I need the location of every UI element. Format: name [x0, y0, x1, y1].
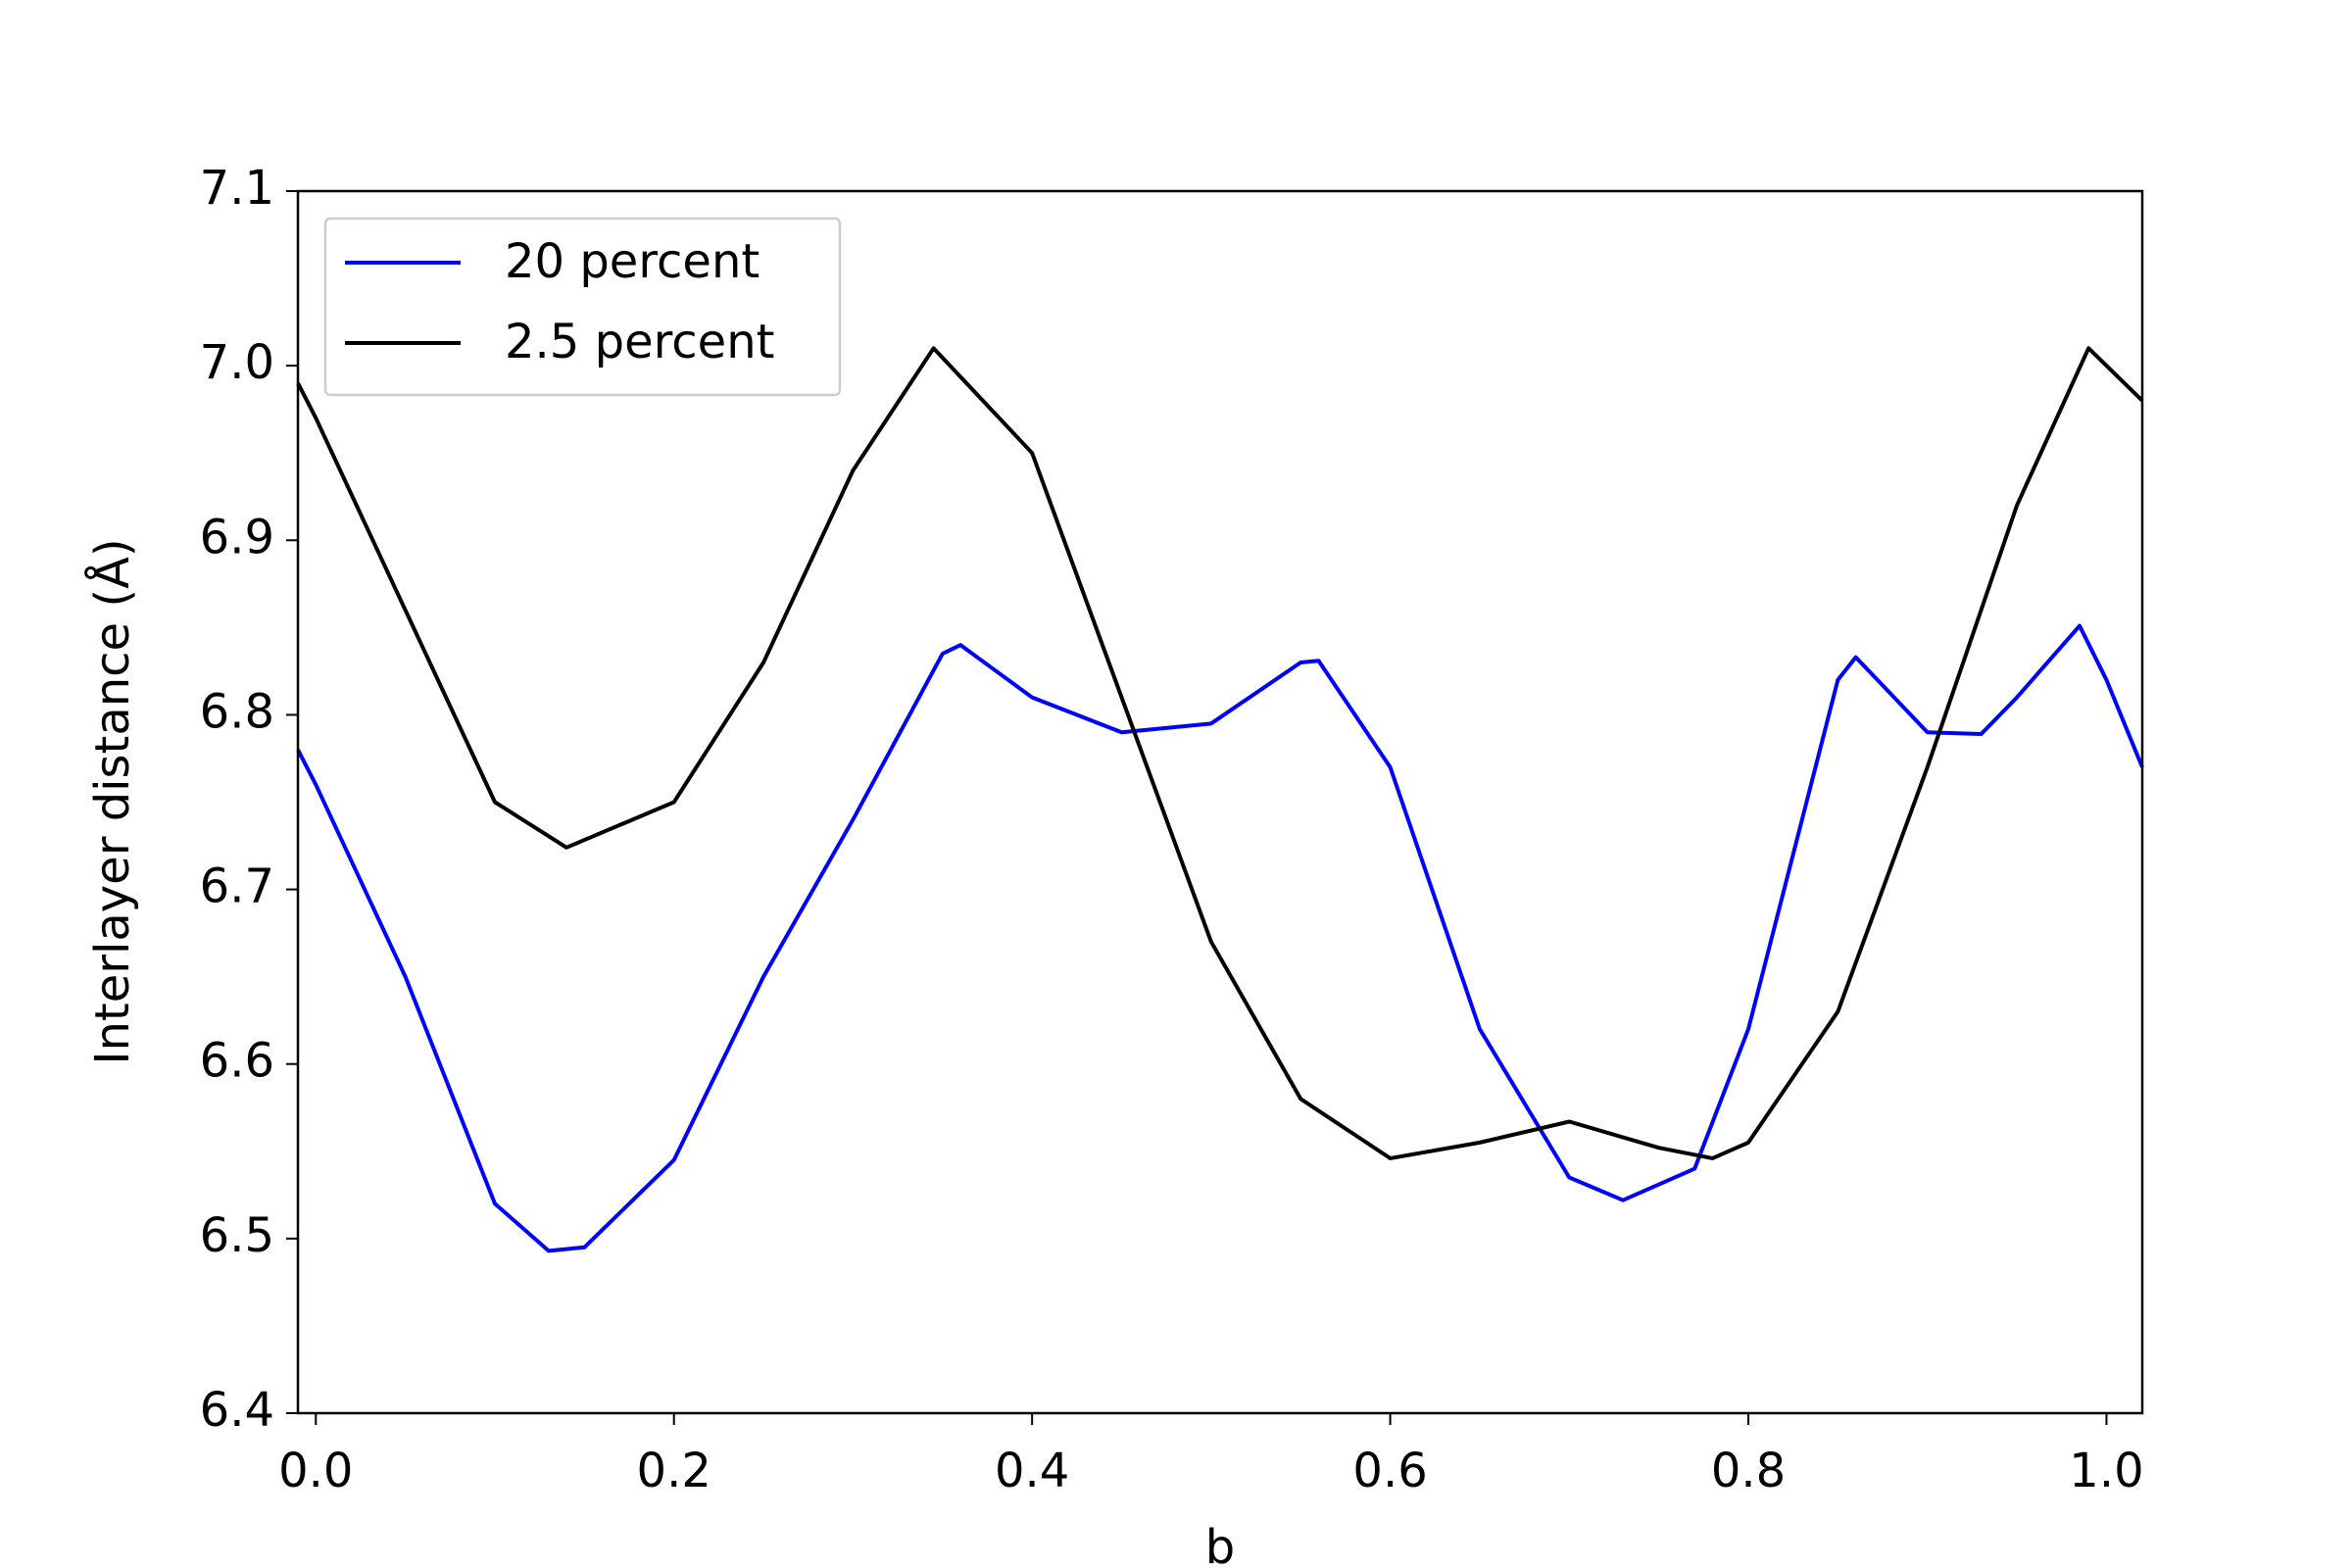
y-tick-label: 7.0 — [200, 335, 274, 390]
y-tick-label: 6.7 — [200, 859, 274, 914]
y-tick-label: 6.4 — [200, 1383, 274, 1438]
y-tick-label: 6.5 — [200, 1208, 274, 1263]
y-tick-label: 6.9 — [200, 510, 274, 564]
series-line — [296, 346, 2144, 1160]
legend-label: 2.5 percent — [505, 315, 774, 369]
x-tick-label: 1.0 — [2069, 1444, 2143, 1498]
x-axis-label: b — [1205, 1520, 1235, 1568]
x-tick-label: 0.6 — [1352, 1444, 1427, 1498]
y-tick-label: 6.8 — [200, 684, 274, 739]
y-axis-label: Interlayer distance (Å) — [84, 538, 140, 1064]
y-tick-label: 6.6 — [200, 1034, 274, 1089]
x-tick-label: 0.4 — [995, 1444, 1069, 1498]
plot-frame — [296, 189, 2144, 1415]
series-line — [296, 623, 2144, 1253]
y-tick-label: 7.1 — [200, 161, 274, 216]
x-tick-label: 0.8 — [1711, 1444, 1786, 1498]
legend-label: 20 percent — [505, 234, 760, 289]
x-tick-label: 0.0 — [278, 1444, 353, 1498]
x-tick-label: 0.2 — [637, 1444, 711, 1498]
